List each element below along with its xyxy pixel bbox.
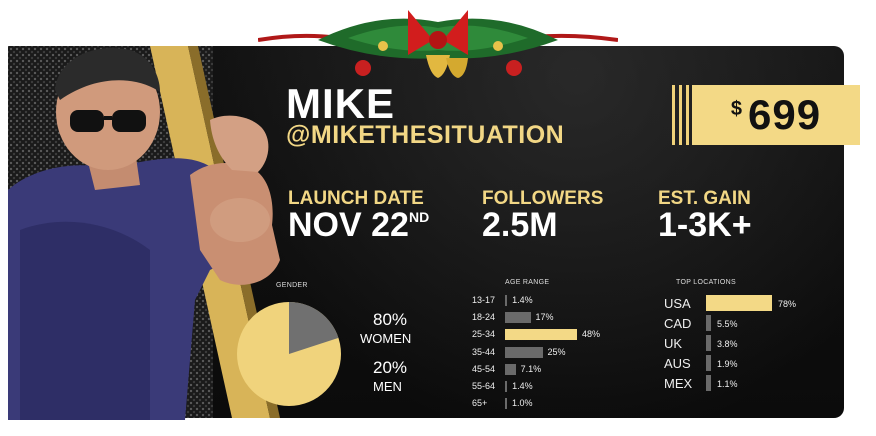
women-label: WOMEN (360, 331, 411, 346)
age-row-label: 45-54 (472, 364, 495, 374)
age-row-percent: 1.4% (512, 381, 533, 391)
location-row-label: AUS (664, 356, 691, 371)
location-row-percent: 3.8% (717, 339, 738, 349)
age-row-percent: 1.0% (512, 398, 533, 408)
age-row-label: 65+ (472, 398, 487, 408)
location-row-percent: 78% (778, 299, 796, 309)
location-row-label: USA (664, 296, 691, 311)
age-row-label: 13-17 (472, 295, 495, 305)
location-row-bar (706, 315, 711, 331)
age-row-percent: 48% (582, 329, 600, 339)
location-row-bar (706, 375, 711, 391)
location-row-bar (706, 295, 772, 311)
age-row-label: 18-24 (472, 312, 495, 322)
men-label: MEN (373, 379, 402, 394)
location-row-percent: 5.5% (717, 319, 738, 329)
age-row-bar (505, 347, 543, 358)
age-row-percent: 17% (536, 312, 554, 322)
men-percent: 20% (373, 358, 407, 378)
location-row-bar (706, 355, 711, 371)
age-row-bar (505, 329, 577, 340)
age-row-bar (505, 364, 516, 375)
age-row-bar (505, 381, 507, 392)
age-row-bar (505, 398, 507, 409)
age-row-percent: 7.1% (521, 364, 542, 374)
age-row-label: 25-34 (472, 329, 495, 339)
location-row-label: CAD (664, 316, 691, 331)
age-row-bar (505, 295, 507, 306)
location-row-percent: 1.9% (717, 359, 738, 369)
age-row-percent: 25% (548, 347, 566, 357)
age-row-label: 35-44 (472, 347, 495, 357)
age-range-title: AGE RANGE (505, 279, 549, 286)
top-locations-title: TOP LOCATIONS (676, 279, 736, 286)
location-row-label: UK (664, 336, 682, 351)
location-row-label: MEX (664, 376, 692, 391)
age-row-bar (505, 312, 531, 323)
women-percent: 80% (373, 310, 407, 330)
location-row-bar (706, 335, 711, 351)
location-row-percent: 1.1% (717, 379, 738, 389)
age-row-percent: 1.4% (512, 295, 533, 305)
age-row-label: 55-64 (472, 381, 495, 391)
